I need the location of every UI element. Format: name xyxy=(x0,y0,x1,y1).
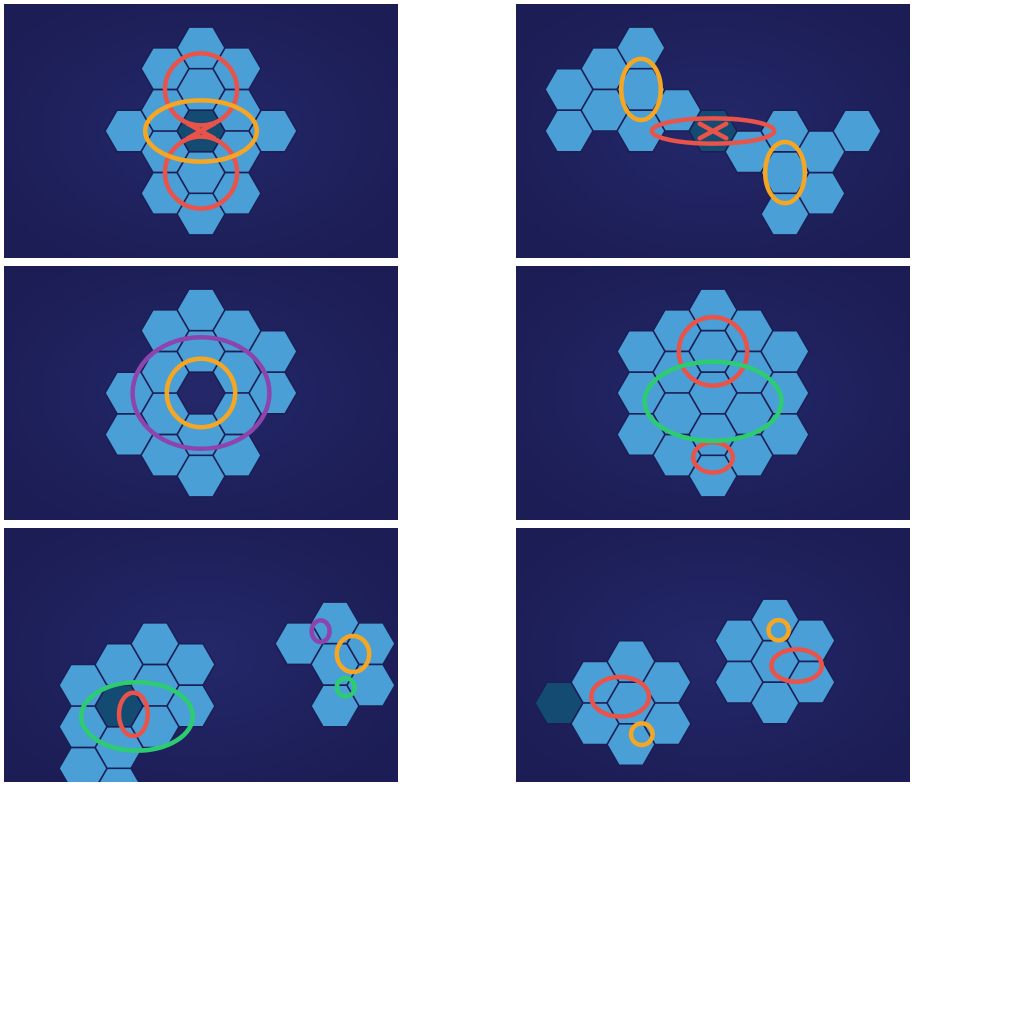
puzzle-board-6[interactable] xyxy=(516,528,910,782)
red-loop xyxy=(769,647,825,685)
red-crossing xyxy=(185,121,217,141)
red-loop xyxy=(676,314,750,388)
board-background xyxy=(516,528,910,782)
green-loop xyxy=(642,359,784,444)
puzzle-board-5[interactable] xyxy=(4,528,398,782)
red-loop xyxy=(649,116,777,146)
hex-tile[interactable] xyxy=(104,109,154,153)
puzzle-board-2[interactable] xyxy=(516,4,910,258)
orange-loop xyxy=(766,617,791,643)
orange-loop xyxy=(142,98,260,164)
puzzle-panel-6[interactable] xyxy=(516,528,910,782)
hex-tile[interactable] xyxy=(95,767,143,782)
red-crossing xyxy=(697,121,729,141)
puzzle-panel-1[interactable] xyxy=(4,4,398,258)
orange-loop xyxy=(334,633,372,675)
green-loop xyxy=(78,679,196,753)
hex-tile[interactable] xyxy=(140,171,190,215)
puzzle-panel-4[interactable] xyxy=(516,266,910,520)
hex-tile[interactable] xyxy=(140,47,190,91)
red-loop xyxy=(162,134,240,211)
hex-tile[interactable] xyxy=(544,109,594,153)
hex-tile[interactable] xyxy=(104,371,154,415)
purple-loop xyxy=(309,618,332,645)
hex-tile[interactable] xyxy=(248,109,298,153)
red-loop xyxy=(116,690,151,739)
puzzle-board-1[interactable] xyxy=(4,4,398,258)
hex-tile[interactable] xyxy=(688,454,738,498)
purple-loop xyxy=(130,334,272,452)
puzzle-board-3[interactable] xyxy=(4,266,398,520)
puzzle-panel-2[interactable] xyxy=(516,4,910,258)
red-loop xyxy=(162,51,240,128)
orange-loop xyxy=(628,721,655,748)
orange-loop xyxy=(164,356,238,430)
puzzle-panel-3[interactable] xyxy=(4,266,398,520)
puzzle-panel-5[interactable] xyxy=(4,528,398,782)
hex-tile[interactable] xyxy=(212,171,262,215)
hex-tile[interactable] xyxy=(832,109,882,153)
hex-tile[interactable] xyxy=(212,47,262,91)
hex-tile[interactable] xyxy=(58,746,108,782)
puzzle-board-4[interactable] xyxy=(516,266,910,520)
orange-loop xyxy=(618,56,664,123)
hex-tile[interactable] xyxy=(248,371,298,415)
red-loop xyxy=(589,674,652,719)
green-loop xyxy=(334,676,358,699)
hex-tile[interactable] xyxy=(346,663,396,707)
orange-loop xyxy=(762,139,808,206)
